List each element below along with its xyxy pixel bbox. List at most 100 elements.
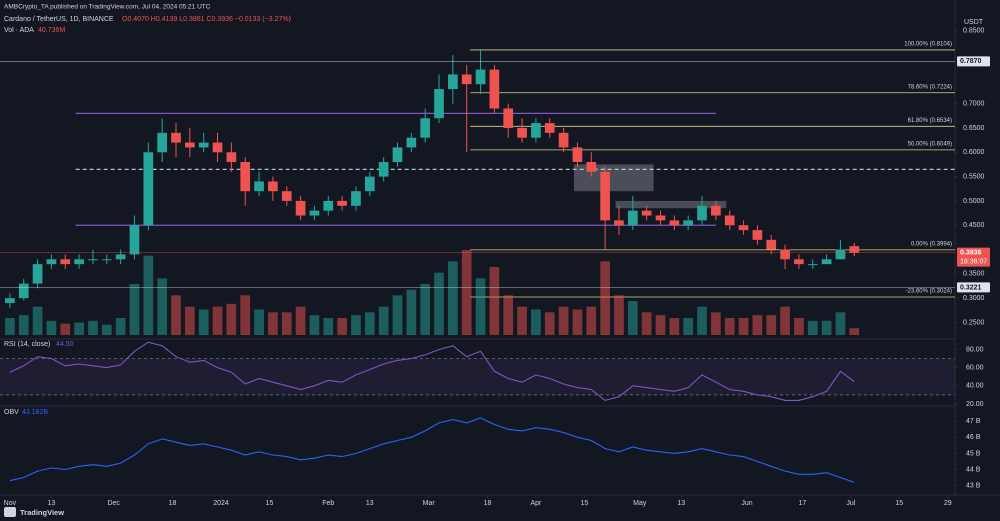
candle-body: [295, 200, 306, 216]
candle-body: [5, 298, 15, 304]
volume-bar: [627, 301, 638, 335]
candle-body: [794, 259, 804, 265]
candle-body: [531, 123, 541, 138]
candle-body: [614, 220, 624, 226]
candle-body: [544, 123, 555, 133]
candle-body: [74, 259, 84, 265]
volume-bar: [697, 306, 707, 335]
volume-bar: [18, 315, 29, 335]
volume-bar: [448, 261, 458, 335]
volume-bar: [849, 328, 860, 335]
indicator-line: [9, 341, 855, 402]
indicator-line: [9, 417, 855, 483]
volume-bar: [641, 312, 652, 335]
candle-body: [780, 249, 790, 260]
candle-body: [600, 171, 610, 221]
candle-body: [212, 142, 223, 153]
zone: [615, 200, 727, 209]
candle-body: [46, 259, 57, 265]
candle-body: [738, 225, 749, 231]
volume-bar: [60, 323, 71, 335]
volume-bar: [572, 309, 583, 335]
volume-bar: [531, 309, 541, 335]
volume-value: 40.736M: [38, 27, 65, 34]
candle-body: [323, 200, 334, 211]
volume-bar: [461, 250, 472, 335]
volume-bar: [724, 318, 735, 335]
volume-bar: [364, 312, 375, 335]
volume-bar: [821, 320, 832, 335]
volume-bar: [212, 306, 223, 335]
candle-body: [461, 74, 472, 85]
price-tag-label: 0.7870: [960, 58, 982, 65]
volume-bar: [766, 315, 777, 335]
y-tick-label: 0.6000: [963, 149, 985, 156]
x-tick-label: 2024: [213, 500, 229, 507]
y-tick-label: 0.6500: [963, 125, 985, 132]
rsi-title: RSI (14, close): [4, 341, 50, 348]
x-tick-label: 13: [366, 500, 374, 507]
x-tick-label: Jun: [741, 500, 752, 507]
y-tick-label: 0.4500: [963, 222, 985, 229]
volume-bar: [544, 312, 555, 335]
y-tick-label: 43 B: [966, 482, 981, 489]
volume-bar: [669, 318, 680, 335]
x-tick-label: 29: [944, 500, 952, 507]
candle-body: [752, 230, 763, 240]
y-tick-label: 20.00: [966, 401, 984, 408]
candle-body: [503, 108, 514, 128]
candle-body: [434, 89, 444, 119]
candle-body: [724, 215, 735, 226]
countdown: 18:38:07: [960, 259, 987, 266]
symbol-title: Cardano / TetherUS, 1D, BINANCE: [4, 16, 114, 23]
volume-bar: [420, 284, 431, 335]
x-tick-label: Jul: [846, 500, 855, 507]
candle-body: [697, 205, 707, 221]
candle-body: [254, 181, 264, 192]
price-tag-label: 0.3936: [960, 250, 982, 257]
candle-body: [171, 132, 181, 143]
candle-body: [807, 264, 818, 266]
rsi-band: [0, 358, 955, 395]
y-tick-label: 44 B: [966, 466, 981, 473]
candle-body: [641, 210, 652, 216]
y-tick-label: 80.00: [966, 346, 984, 353]
volume-bar: [503, 295, 514, 335]
candle-body: [392, 147, 403, 163]
price-tag: [957, 247, 990, 267]
x-tick-label: 15: [580, 500, 588, 507]
rsi-value: 44.50: [56, 341, 74, 348]
volume-bar: [614, 295, 624, 335]
price-tag-label: 0.3221: [960, 284, 982, 291]
y-tick-label: 40.00: [966, 383, 984, 390]
fib-label: 61.80% (0.6534): [908, 118, 952, 124]
brand: TradingView: [20, 508, 64, 517]
volume-bar: [780, 306, 790, 335]
fib-label: 100.00% (0.8104): [904, 42, 952, 48]
volume-bar: [254, 309, 264, 335]
volume-bar: [281, 312, 292, 335]
brand-logo: [4, 507, 16, 517]
candle-body: [378, 162, 389, 177]
x-tick-label: Mar: [423, 500, 436, 507]
volume-bar: [295, 306, 306, 335]
fib-label: 0.00% (0.3994): [911, 241, 952, 247]
volume-bar: [115, 318, 126, 335]
candle-body: [586, 162, 597, 172]
volume-bar: [198, 309, 209, 335]
price-tag: [957, 282, 990, 293]
volume-bar: [88, 320, 98, 335]
y-tick-label: 47 B: [966, 418, 981, 425]
candle-body: [240, 162, 251, 192]
price-tag: [957, 56, 990, 67]
candle-body: [157, 132, 168, 153]
volume-bar: [392, 295, 403, 335]
volume-bar: [434, 272, 444, 335]
publisher: AMBCrypto_TA published on TradingView.co…: [4, 4, 211, 11]
y-tick-label: 0.3500: [963, 271, 985, 278]
candle-body: [351, 191, 361, 206]
volume-bar: [226, 303, 237, 335]
candle-body: [129, 225, 140, 255]
